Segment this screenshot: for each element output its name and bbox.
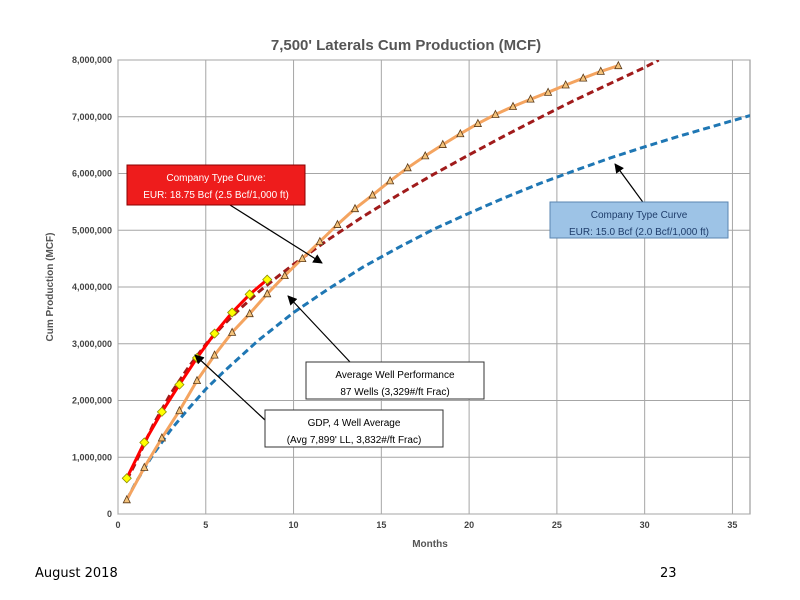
x-tick-label: 5 (203, 520, 208, 530)
blue-annotation-box (549, 201, 729, 239)
blue-type-curve-line (125, 114, 750, 501)
average-well-point (192, 375, 202, 385)
average-well-point (543, 87, 553, 96)
average-well-point (140, 462, 149, 471)
average-well-point (473, 118, 483, 127)
average-well-point (385, 175, 395, 185)
average-well-point (122, 494, 131, 504)
average-well-point (456, 128, 465, 138)
average-well-point (579, 73, 588, 82)
x-tick-label: 35 (727, 520, 737, 530)
page-number: 23 (660, 566, 677, 581)
average-well-point (227, 327, 237, 336)
gdp-annotation-box (264, 409, 444, 448)
gdp-average-point (244, 289, 255, 300)
y-tick-label: 3,000,000 (72, 339, 112, 349)
average-well-point (333, 219, 342, 228)
x-tick-label: 10 (289, 520, 299, 530)
y-tick-label: 8,000,000 (72, 55, 112, 65)
gdp-average-point (174, 379, 185, 390)
chart-title: 7,500' Laterals Cum Production (MCF) (271, 37, 541, 54)
average-well-point (596, 66, 605, 75)
x-tick-label: 25 (552, 520, 562, 530)
red-annotation-box (126, 164, 306, 206)
gdp-average-point (121, 473, 132, 484)
average-well-point (298, 253, 307, 263)
y-tick-label: 5,000,000 (72, 225, 112, 235)
avg-annotation-box (305, 361, 485, 400)
gdp-average-point (139, 437, 150, 448)
blue-annotation-arrow (614, 163, 646, 206)
y-tick-label: 1,000,000 (72, 452, 112, 462)
average-well-point (526, 94, 535, 103)
blue-annotation-text: EUR: 15.0 Bcf (2.0 Bcf/1,000 ft) (569, 227, 709, 238)
average-well-point (263, 288, 272, 298)
avg-annotation-text: 87 Wells (3,329#/ft Frac) (340, 387, 449, 398)
red-annotation-arrow (229, 204, 323, 264)
average-well-point (368, 190, 377, 199)
y-tick-label: 0 (107, 509, 112, 519)
average-well-point (614, 60, 623, 70)
footer-date: August 2018 (35, 566, 118, 581)
y-tick-label: 6,000,000 (72, 169, 112, 179)
gdp-average-point (227, 307, 238, 318)
gdp-annotation-arrow (194, 354, 266, 421)
average-well-point (210, 350, 219, 359)
avg-annotation-text: Average Well Performance (335, 370, 455, 381)
average-well-point (421, 151, 430, 160)
gdp-annotation-text: GDP, 4 Well Average (308, 418, 401, 429)
average-well-point (491, 109, 500, 118)
x-tick-label: 30 (640, 520, 650, 530)
x-tick-label: 0 (115, 520, 120, 530)
y-tick-label: 2,000,000 (72, 396, 112, 406)
gdp-average-point (209, 328, 220, 339)
red-annotation-text: EUR: 18.75 Bcf (2.5 Bcf/1,000 ft) (143, 190, 289, 201)
average-well-point (315, 236, 325, 246)
gdp-annotation-text: (Avg 7,899' LL, 3,832#/ft Frac) (287, 435, 422, 446)
gdp-average-point (156, 406, 167, 417)
average-well-point (280, 270, 289, 280)
blue-annotation-text: Company Type Curve (591, 210, 688, 221)
average-well-point (508, 101, 518, 110)
y-tick-label: 7,000,000 (72, 112, 112, 122)
y-axis-label: Cum Production (MCF) (45, 233, 56, 342)
x-tick-label: 15 (376, 520, 386, 530)
average-well-point (403, 162, 412, 172)
average-well-point (350, 203, 360, 213)
gdp-average-point (262, 274, 273, 285)
average-well-point (561, 80, 570, 89)
average-well-point (245, 308, 254, 318)
average-well-point (438, 139, 447, 148)
average-well-point (175, 405, 184, 415)
x-tick-label: 20 (464, 520, 474, 530)
average-well-point (157, 433, 167, 442)
avg-annotation-arrow (287, 295, 351, 363)
y-tick-label: 4,000,000 (72, 282, 112, 292)
red-annotation-text: Company Type Curve: (166, 173, 265, 184)
x-axis-label: Months (412, 539, 448, 550)
